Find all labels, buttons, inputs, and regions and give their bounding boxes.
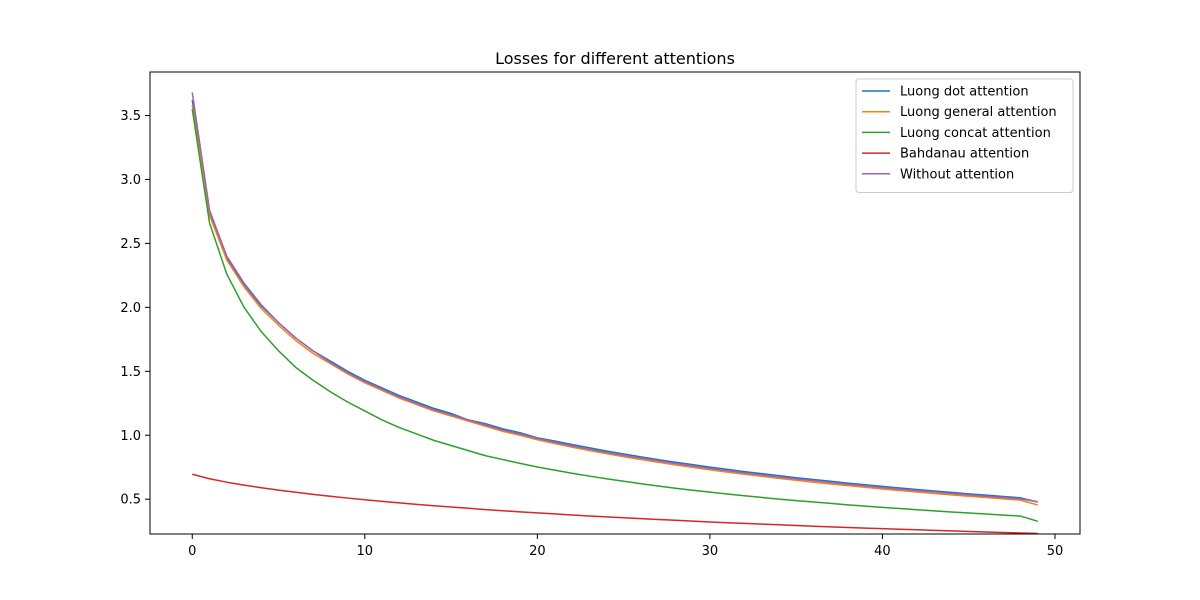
x-tick-label-3: 30 <box>702 544 719 559</box>
series-line-3 <box>192 473 1038 535</box>
chart-title: Losses for different attentions <box>495 49 735 68</box>
y-tick-label-3: 2.0 <box>120 301 141 316</box>
y-tick-label-1: 1.0 <box>120 429 141 444</box>
x-tick-label-5: 50 <box>1047 544 1064 559</box>
legend-label-3: Bahdanau attention <box>900 147 1029 162</box>
legend: Luong dot attention Luong general attenti… <box>855 78 1074 193</box>
series-line-1 <box>191 105 1038 506</box>
series-line-2 <box>191 108 1038 523</box>
x-tick-label-2: 20 <box>529 544 546 559</box>
legend-label-2: Luong concat attention <box>900 126 1051 141</box>
y-tick-label-0: 0.5 <box>120 493 141 508</box>
legend-label-1: Luong general attention <box>900 105 1057 120</box>
x-tick-label-1: 10 <box>357 544 374 559</box>
x-tick-label-4: 40 <box>874 544 891 559</box>
y-axis: 0.5 1.0 1.5 2.0 2.5 3.0 3.5 <box>120 109 150 508</box>
legend-label-4: Without attention <box>900 167 1014 182</box>
y-tick-label-5: 3.0 <box>120 173 141 188</box>
y-tick-label-2: 1.5 <box>120 365 141 380</box>
plot-area-frame <box>149 71 1081 535</box>
y-tick-label-4: 2.5 <box>120 237 141 252</box>
series-layer <box>191 92 1038 535</box>
series-line-4 <box>191 92 1038 503</box>
legend-box <box>855 78 1074 193</box>
y-tick-label-6: 3.5 <box>120 109 141 124</box>
x-tick-label-0: 0 <box>188 544 196 559</box>
series-line-0 <box>191 100 1038 503</box>
legend-label-0: Luong dot attention <box>900 85 1029 100</box>
x-axis: 0 10 20 30 40 50 <box>188 534 1063 559</box>
